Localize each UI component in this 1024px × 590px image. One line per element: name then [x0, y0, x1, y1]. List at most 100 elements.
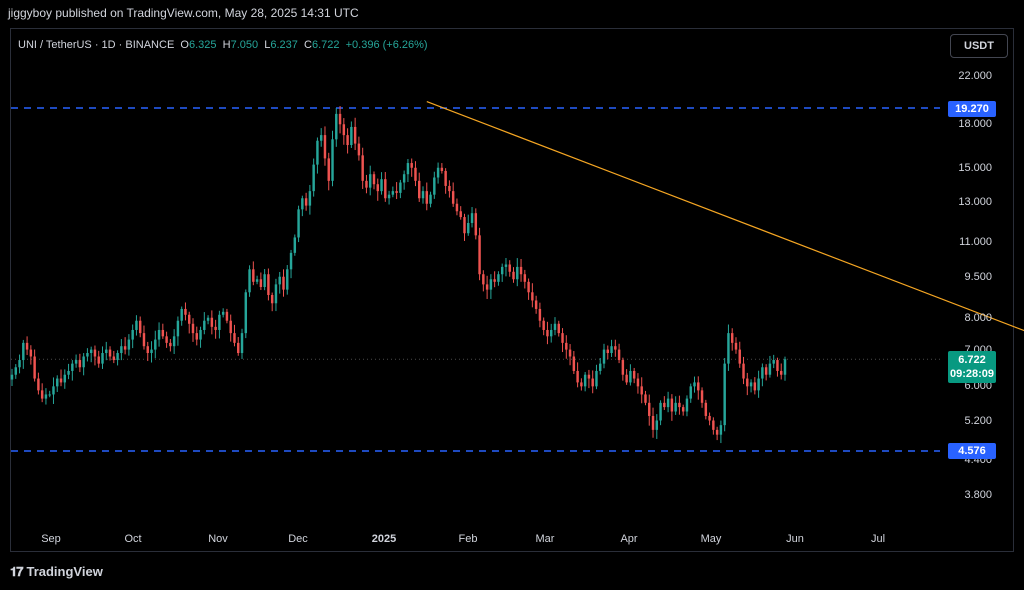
candle-body: [534, 300, 538, 309]
candle-body: [504, 264, 508, 267]
candle-body: [214, 326, 217, 330]
candle-body: [233, 333, 236, 343]
candle-body: [614, 346, 617, 350]
candle-body: [723, 363, 726, 426]
high-label: H: [222, 39, 231, 51]
candle-body: [138, 320, 142, 334]
candle-body: [384, 179, 387, 199]
candle-body: [112, 356, 116, 361]
tradingview-logo[interactable]: 𝟏𝟕 TradingView: [10, 564, 103, 580]
candle-body: [82, 356, 85, 368]
candle-body: [410, 163, 413, 168]
candle-body: [583, 374, 587, 387]
candle-body: [485, 284, 489, 290]
candle-body: [74, 360, 78, 364]
time-axis-tick-label: Dec: [288, 533, 308, 545]
candle-body: [542, 320, 545, 330]
time-axis-tick-label: Jun: [786, 533, 804, 545]
candle-body: [44, 394, 48, 399]
candle-body: [316, 140, 319, 165]
candle-body: [342, 124, 346, 136]
candle-body: [338, 113, 342, 125]
candle-body: [572, 356, 576, 371]
candle-body: [700, 390, 704, 403]
candle-body: [761, 367, 764, 379]
candle-body: [237, 342, 240, 354]
candle-body: [580, 382, 583, 387]
candle-body: [463, 217, 466, 234]
symbol-legend: UNI / TetherUS · 1D · BINANCE O6.325 H7.…: [18, 39, 428, 51]
candle-body: [489, 279, 493, 290]
candle-body: [244, 292, 248, 334]
candle-body: [312, 164, 315, 192]
price-axis-tick-label: 13.000: [958, 195, 992, 208]
candle-body: [210, 317, 214, 327]
candle-body: [191, 323, 195, 334]
candle-body: [470, 213, 474, 223]
candle-body: [297, 209, 300, 238]
candle-body: [361, 155, 364, 181]
time-axis-tick-label: 2025: [371, 533, 397, 545]
candle-body: [93, 349, 97, 357]
candle-body: [478, 235, 481, 275]
candle-body: [538, 308, 542, 321]
candle-body: [221, 311, 225, 315]
candle-body: [376, 184, 379, 192]
candle-body: [704, 402, 708, 416]
chart-frame[interactable]: [10, 28, 1014, 552]
candle-body: [154, 339, 157, 350]
candle-body: [666, 398, 670, 408]
candle-body: [557, 323, 560, 334]
candle-body: [71, 363, 74, 371]
candle-body: [218, 314, 221, 330]
price-axis-tick-label: 15.000: [958, 161, 992, 174]
candle-body: [508, 264, 511, 272]
candle-body: [553, 323, 557, 330]
last-price-value: 6.722: [958, 354, 986, 366]
candle-body: [59, 378, 63, 383]
candle-body: [327, 158, 330, 181]
candle-body: [229, 320, 232, 334]
symbol-title[interactable]: UNI / TetherUS · 1D · BINANCE: [18, 39, 175, 51]
candle-body: [286, 269, 289, 290]
candle-body: [753, 382, 757, 391]
candle-body: [451, 191, 455, 204]
candle-body: [14, 367, 17, 375]
candle-body: [350, 126, 353, 146]
tradingview-logo-text: TradingView: [26, 564, 103, 579]
last-price-tag: 6.722 09:28:09: [948, 351, 996, 383]
candle-body: [719, 425, 723, 435]
candle-body: [780, 370, 783, 375]
candle-body: [448, 185, 451, 192]
candle-body: [421, 191, 425, 199]
candle-body: [678, 402, 681, 408]
candle-body: [587, 374, 591, 379]
candle-body: [648, 402, 651, 416]
candle-body: [772, 360, 775, 364]
candle-body: [263, 274, 266, 287]
candle-body: [414, 167, 417, 181]
candle-body: [267, 274, 270, 295]
price-axis-tick-label: 9.500: [964, 270, 992, 283]
candle-body: [97, 356, 100, 364]
candle-body: [621, 360, 625, 375]
currency-button[interactable]: USDT: [950, 34, 1008, 58]
candle-body: [127, 339, 131, 350]
candle-body: [33, 356, 36, 379]
candle-body: [482, 274, 485, 285]
candle-body: [459, 211, 462, 218]
low-label: L: [264, 39, 271, 51]
price-axis-tick-label: 6.000: [964, 380, 992, 393]
candle-body: [444, 170, 447, 186]
time-axis-tick-label: Jul: [870, 533, 886, 545]
candle-body: [380, 179, 383, 192]
candle-body: [255, 279, 259, 282]
candle-body: [734, 342, 738, 350]
price-axis-tick-label: 5.200: [964, 414, 992, 427]
candle-body: [395, 191, 398, 193]
candle-body: [685, 398, 689, 412]
candle-body: [142, 333, 146, 347]
candle-body: [625, 374, 628, 383]
bar-countdown: 09:28:09: [949, 368, 995, 380]
